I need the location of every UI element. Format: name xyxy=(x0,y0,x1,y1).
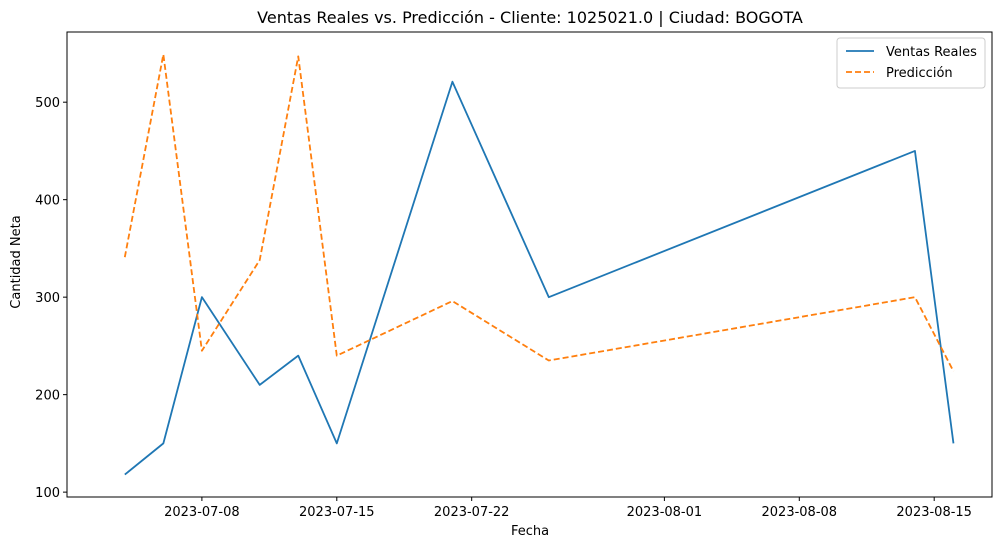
y-tick-label: 300 xyxy=(35,291,60,306)
plot-frame xyxy=(66,31,993,498)
series-line-2 xyxy=(123,53,955,372)
x-tick-label: 2023-07-22 xyxy=(434,505,510,520)
chart-title: Ventas Reales vs. Predicción - Cliente: … xyxy=(257,8,803,27)
x-tick-label: 2023-08-08 xyxy=(762,505,838,520)
plot-area xyxy=(66,31,993,498)
series-line-1 xyxy=(124,80,955,476)
x-tick-label: 2023-07-08 xyxy=(164,505,240,520)
y-tick-label: 100 xyxy=(35,486,60,501)
x-tick-label: 2023-07-15 xyxy=(299,505,375,520)
y-tick-label: 500 xyxy=(35,96,60,111)
y-axis: 100 200 300 400 500 xyxy=(35,96,67,501)
y-tick-label: 400 xyxy=(35,194,60,209)
x-tick-label: 2023-08-01 xyxy=(627,505,703,520)
legend-label: Ventas Reales xyxy=(886,45,977,60)
legend: Ventas Reales Predicción xyxy=(836,37,986,89)
x-tick-label: 2023-08-15 xyxy=(896,505,972,520)
legend-label: Predicción xyxy=(886,66,953,81)
x-axis: 2023-07-08 2023-07-15 2023-07-22 2023-08-01… xyxy=(164,497,972,520)
y-axis-label: Cantidad Neta xyxy=(9,215,24,308)
y-tick-label: 200 xyxy=(35,389,60,404)
x-axis-label: Fecha xyxy=(511,524,549,539)
